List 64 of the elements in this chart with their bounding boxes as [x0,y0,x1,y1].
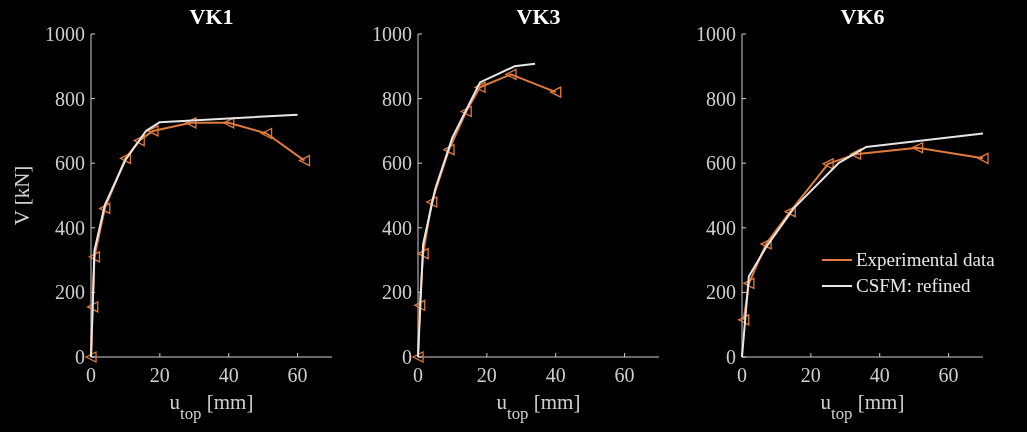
x-tick-label: 20 [800,364,821,386]
y-axis-title: V [kN] [10,165,34,226]
y-tick-label: 1000 [45,23,85,45]
x-axis-title: u$_{top}$ [mm] [169,390,254,423]
x-axis-title: u$_{top}$ [mm] [820,390,905,423]
y-tick-label: 200 [706,281,736,304]
point [185,117,197,129]
y-tick-label: 800 [55,87,85,110]
point [119,152,132,164]
x-tick-label: 40 [545,364,566,386]
point [849,148,862,160]
point [133,134,145,147]
x-tick-label: 20 [149,364,170,386]
x-tick-label: 40 [218,364,239,386]
chart-title: VK6 [840,4,885,29]
point [760,238,772,250]
point [223,117,235,129]
point [474,81,486,93]
point [414,299,426,311]
point [977,152,989,164]
legend-label: Experimental data [856,249,996,270]
y-tick-label: 200 [382,281,412,304]
chart-title: VK3 [516,4,561,29]
y-tick-label: 1000 [372,23,412,45]
point [426,196,438,208]
y-tick-label: 0 [726,346,736,368]
point [743,277,755,290]
y-tick-label: 200 [55,281,85,304]
y-tick-label: 800 [706,87,736,110]
y-tick-label: 1000 [696,23,736,45]
point [87,301,99,313]
point [298,154,311,167]
point [99,202,111,215]
point [550,86,562,98]
point [412,351,424,363]
point [88,251,101,263]
x-tick-label: 20 [476,364,497,386]
legend-label: CSFM: refined [856,275,972,296]
point [738,314,750,326]
y-tick-label: 0 [75,346,85,368]
y-tick-label: 0 [402,346,412,368]
point [505,68,517,81]
y-tick-label: 400 [706,216,736,239]
x-tick-label: 60 [938,364,959,386]
point [911,142,924,154]
y-tick-label: 400 [55,216,85,239]
x-tick-label: 60 [287,364,308,386]
y-tick-label: 600 [382,152,412,175]
point [260,127,273,140]
x-tick-label: 60 [614,364,635,386]
point [822,158,834,170]
x-axis-title: u$_{top}$ [mm] [496,390,581,423]
y-tick-label: 400 [382,216,412,239]
point [460,105,472,118]
point [784,206,796,218]
x-tick-label: 40 [869,364,890,386]
chart-title: VK1 [189,4,234,29]
point [147,125,159,137]
y-tick-label: 600 [55,152,85,175]
y-tick-label: 800 [382,87,412,110]
point [443,143,455,156]
point [85,351,97,363]
point [417,247,429,260]
y-tick-label: 600 [706,152,736,175]
